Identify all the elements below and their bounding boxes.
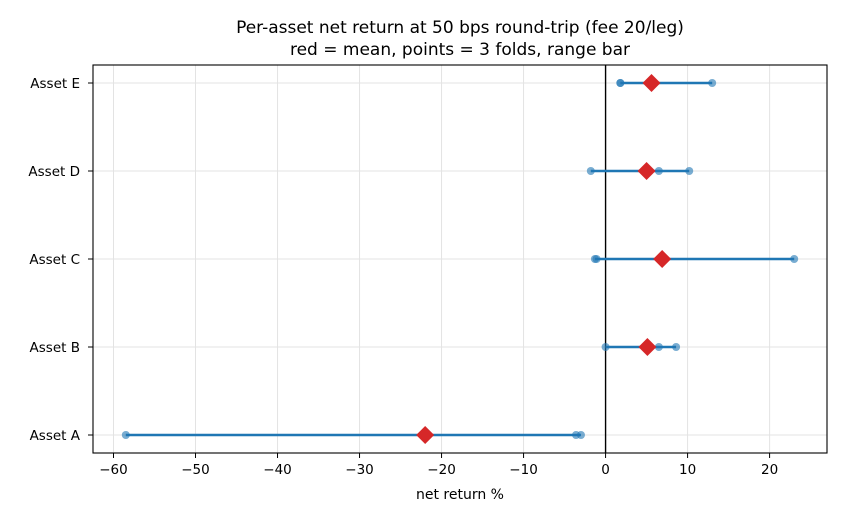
mean-marker [638, 338, 657, 356]
mean-marker [653, 250, 672, 268]
y-tick-label: Asset C [29, 252, 80, 268]
fold-point [672, 343, 681, 351]
mean-marker [416, 426, 435, 444]
chart-subtitle: red = mean, points = 3 folds, range bar [290, 40, 630, 60]
fold-point [616, 79, 625, 87]
x-tick-label: 20 [761, 462, 778, 478]
mean-marker [637, 162, 656, 180]
fold-point [586, 167, 595, 175]
fold-point [592, 255, 601, 263]
fold-point [708, 79, 717, 87]
fold-point [654, 343, 663, 351]
x-tick-label: −30 [345, 462, 374, 478]
x-axis-label: net return % [416, 487, 504, 503]
chart-title: Per-asset net return at 50 bps round-tri… [236, 18, 684, 38]
mean-markers [416, 74, 672, 444]
fold-point [601, 343, 610, 351]
x-tick-label: −60 [99, 462, 128, 478]
x-tick-label: −40 [263, 462, 292, 478]
x-tick-label: 0 [601, 462, 610, 478]
y-axis-ticks: Asset A Asset B Asset C Asset D Asset E [28, 76, 93, 444]
fold-point [790, 255, 799, 263]
x-axis-ticks: −60 −50 −40 −30 −20 −10 0 10 20 [99, 453, 778, 478]
x-tick-label: −20 [427, 462, 456, 478]
fold-point [654, 167, 663, 175]
y-tick-label: Asset E [30, 76, 80, 92]
fold-point [576, 431, 585, 439]
y-tick-label: Asset D [28, 164, 80, 180]
x-tick-label: −10 [509, 462, 538, 478]
fold-points [121, 79, 799, 439]
fold-point [685, 167, 694, 175]
y-tick-label: Asset A [30, 428, 81, 444]
x-tick-label: −50 [181, 462, 210, 478]
x-tick-label: 10 [679, 462, 696, 478]
fold-point [121, 431, 130, 439]
mean-marker [642, 74, 661, 92]
y-tick-label: Asset B [30, 340, 80, 356]
